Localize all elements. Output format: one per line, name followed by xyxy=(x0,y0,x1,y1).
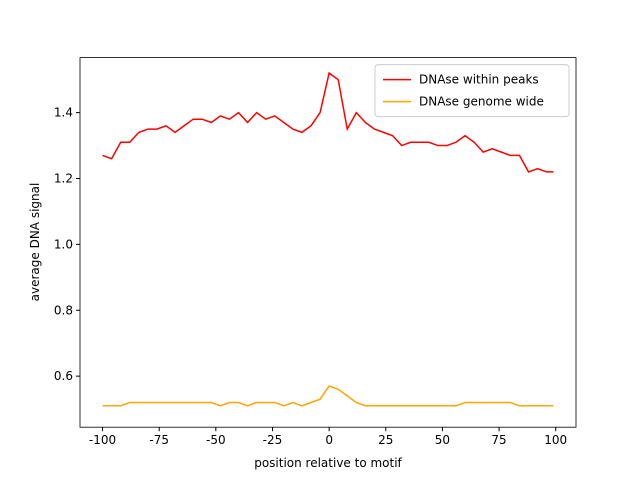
y-tick-label: 0.6 xyxy=(54,369,73,383)
y-tick-label: 0.8 xyxy=(54,303,73,317)
legend-label: DNAse within peaks xyxy=(419,73,539,87)
line-series xyxy=(102,71,554,173)
x-tick-label: -50 xyxy=(206,433,226,447)
x-tick-label: 100 xyxy=(544,433,567,447)
plot-frame xyxy=(79,57,577,428)
x-tick-label: -25 xyxy=(263,433,283,447)
x-tick-label: 25 xyxy=(378,433,393,447)
x-tick-label: 0 xyxy=(325,433,333,447)
x-tick-label: -100 xyxy=(89,433,116,447)
y-axis-label: average DNA signal xyxy=(28,183,42,302)
y-tick-label: 1.4 xyxy=(54,106,73,120)
line-series xyxy=(102,385,554,407)
legend-box xyxy=(374,64,570,118)
x-axis-label: position relative to motif xyxy=(254,456,402,470)
y-tick-label: 1.2 xyxy=(54,171,73,185)
x-tick-label: -75 xyxy=(149,433,169,447)
legend-label: DNAse genome wide xyxy=(419,95,544,109)
x-tick-label: 75 xyxy=(491,433,506,447)
x-tick-label: 50 xyxy=(435,433,450,447)
y-tick-label: 1.0 xyxy=(54,237,73,251)
